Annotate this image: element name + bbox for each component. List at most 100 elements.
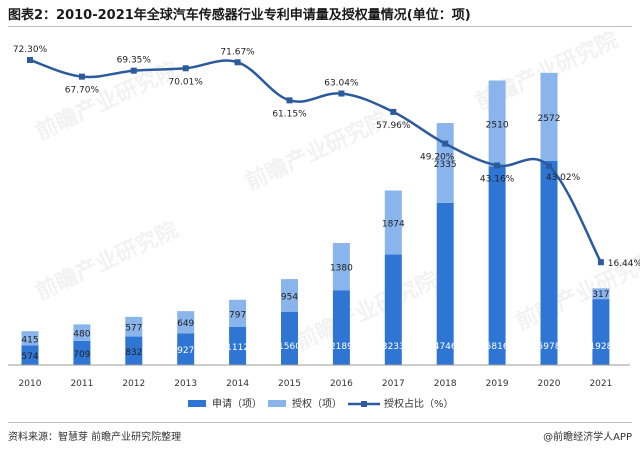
label-applications: 2189 [330,342,353,352]
watermark-text: 前瞻产业研究院 [242,107,393,196]
ratio-marker [390,108,397,115]
ratio-label: 67.70% [65,86,100,96]
x-tick-label: 2018 [434,379,457,389]
bar-applications [488,166,506,365]
x-tick-label: 2013 [174,379,197,389]
source-note: 资料来源：智慧芽 前瞻产业研究院整理 [8,432,182,443]
bar-grants [73,324,91,341]
label-applications: 5978 [538,342,561,352]
legend-swatch-grants [268,400,286,407]
legend-label-ratio: 授权占比（%） [384,397,454,410]
legend-label-applications: 申请（项） [212,397,262,410]
label-grants: 2572 [538,114,561,124]
label-grants: 2335 [434,160,457,170]
label-grants: 577 [125,324,142,334]
x-tick-label: 2011 [70,379,93,389]
ratio-label: 16.44% [608,259,640,269]
x-tick-label: 2017 [382,379,405,389]
watermark-text: 前瞻产业研究院 [32,217,183,306]
bar-grants [488,80,506,167]
chart-title: 图表2：2010-2021年全球汽车传感器行业专利申请量及授权量情况(单位：项) [8,8,471,23]
ratio-marker [546,162,552,169]
footer-divider [8,422,632,423]
x-tick-labels: 2010 2011 2012 2013 2014 2015 2016 2017 2018 2019… [19,379,613,389]
bar-grants [436,123,454,203]
bar-grants [592,288,610,300]
label-grants: 480 [73,330,90,340]
ratio-label: 71.67% [220,47,255,57]
ratio-label: 61.15% [272,109,307,119]
bar-grants [229,299,247,328]
label-applications: 709 [73,350,90,360]
bar-grants [21,331,39,346]
x-tick-label: 2019 [486,379,509,389]
bar-applications [229,327,247,365]
label-grants: 415 [21,335,38,345]
x-tick-label: 2012 [122,379,145,389]
bars-group: 574 415 709 480 832 577 927 649 1112 797 1560 954 21… [21,72,613,365]
label-grants: 2510 [486,120,509,130]
ratio-marker [182,65,189,72]
bar-grants [332,243,350,291]
label-applications: 927 [177,346,194,356]
ratio-label: 69.35% [117,56,152,66]
x-tick-label: 2016 [330,379,353,389]
ratio-marker [78,73,85,80]
ratio-label: 63.04% [324,79,359,89]
ratio-label: 57.96% [376,121,411,131]
ratio-marker [338,90,345,97]
bar-applications [177,333,195,365]
legend-label-grants: 授权（项） [292,397,342,410]
label-applications: 4746 [434,342,457,352]
bar-grants [125,316,143,337]
title-divider [8,26,632,27]
bar-applications [540,160,558,365]
label-applications: 574 [21,352,38,362]
bar-grants [281,279,298,312]
label-grants: 797 [229,310,246,320]
bar-applications [125,336,143,365]
label-grants: 1380 [330,264,353,274]
label-grants: 954 [281,292,298,302]
x-tick-label: 2014 [226,379,249,389]
bar-applications [281,311,298,365]
ratio-label: 43.02% [546,173,581,183]
label-grants: 317 [592,290,609,300]
legend-swatch-applications [188,400,206,407]
label-applications: 3233 [382,342,405,352]
ratio-label: 43.16% [480,174,515,184]
ratio-line-group: 72.30% 67.70% 69.35% 70.01% 71.67% 61.15% 63.0… [13,45,640,269]
bar-applications [21,345,39,365]
watermark-text: 前瞻产业研究院 [292,267,443,356]
label-applications: 1928 [589,342,612,352]
x-tick-label: 2021 [589,379,612,389]
credit-note: @前瞻经济学人APP [543,432,632,443]
bar-applications [73,340,91,365]
ratio-marker [130,67,137,74]
label-applications: 1112 [226,343,249,353]
x-tick-label: 2010 [19,379,42,389]
ratio-label: 70.01% [169,77,204,87]
ratio-marker [494,162,501,169]
ratio-label: 72.30% [13,45,48,55]
bar-applications [332,290,350,365]
ratio-marker [27,57,33,63]
label-applications: 1560 [278,342,301,352]
label-applications: 832 [125,348,142,358]
ratio-label: 49.20% [420,153,455,163]
x-tick-label: 2020 [538,379,561,389]
ratio-marker [234,59,241,66]
bar-applications [436,202,454,365]
bar-grants [384,190,402,255]
label-grants: 649 [177,319,194,329]
ratio-marker [442,140,449,147]
legend-swatch-ratio-marker [361,401,367,407]
ratio-marker [286,97,293,104]
label-applications: 5816 [486,342,509,352]
bar-applications [592,299,610,365]
label-grants: 1874 [382,220,405,230]
bar-grants [540,72,558,161]
bar-grants [177,311,195,334]
legend: 申请（项） 授权（项） 授权占比（%） [188,397,454,410]
